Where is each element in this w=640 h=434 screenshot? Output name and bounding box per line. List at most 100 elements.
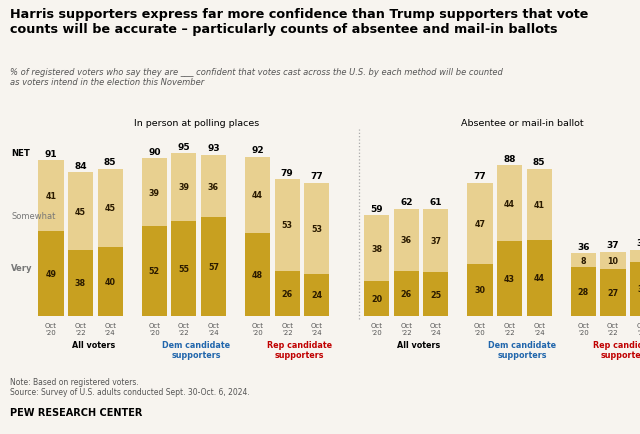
Bar (172, 221, 196, 316)
Text: Somewhat: Somewhat (12, 211, 56, 220)
Text: 48: 48 (252, 270, 263, 279)
Text: 85: 85 (104, 158, 116, 167)
Text: Harris supporters express far more confidence than Trump supporters that vote
co: Harris supporters express far more confi… (10, 8, 588, 36)
Text: Very: Very (12, 263, 33, 272)
Text: Oct
'24: Oct '24 (104, 322, 116, 335)
Bar (364, 216, 389, 281)
Text: Oct
'20: Oct '20 (577, 322, 589, 335)
Bar (527, 240, 552, 316)
Text: 53: 53 (311, 224, 323, 233)
Text: Oct
'20: Oct '20 (45, 322, 57, 335)
Text: 95: 95 (177, 142, 190, 151)
Text: 61: 61 (429, 197, 442, 207)
Text: 24: 24 (311, 291, 323, 300)
Text: 36: 36 (208, 182, 219, 191)
Text: 37: 37 (607, 240, 620, 250)
Bar (600, 270, 625, 316)
Text: 79: 79 (281, 168, 294, 177)
Text: 39: 39 (148, 188, 160, 197)
Text: 38: 38 (636, 239, 640, 248)
Text: All voters: All voters (72, 340, 115, 349)
Text: 45: 45 (105, 204, 116, 213)
Text: 77: 77 (474, 172, 486, 181)
Text: PEW RESEARCH CENTER: PEW RESEARCH CENTER (10, 407, 142, 417)
Text: 20: 20 (371, 294, 382, 303)
Text: 28: 28 (578, 287, 589, 296)
Text: 59: 59 (371, 204, 383, 214)
Bar (201, 156, 226, 218)
Bar (97, 169, 123, 247)
Text: Oct
'20: Oct '20 (252, 322, 264, 335)
Bar (97, 247, 123, 316)
Bar (201, 218, 226, 316)
Text: % of registered voters who say they are ___ confident that votes cast across the: % of registered voters who say they are … (10, 68, 503, 87)
Text: 55: 55 (179, 264, 189, 273)
Text: 31: 31 (637, 285, 640, 294)
Bar (467, 264, 493, 316)
Text: 40: 40 (105, 277, 116, 286)
Text: Oct
'22: Oct '22 (400, 322, 412, 335)
Text: Oct
'24: Oct '24 (430, 322, 442, 335)
Text: 36: 36 (577, 242, 589, 251)
Bar (423, 209, 449, 273)
Text: Oct
'22: Oct '22 (607, 322, 619, 335)
Text: 91: 91 (45, 149, 57, 158)
Bar (68, 250, 93, 316)
Text: 49: 49 (45, 269, 56, 278)
Bar (38, 231, 63, 316)
Bar (245, 233, 270, 316)
Bar (571, 268, 596, 316)
Text: 52: 52 (148, 266, 160, 276)
Bar (141, 159, 167, 226)
Bar (304, 275, 330, 316)
Text: 93: 93 (207, 144, 220, 153)
Text: 26: 26 (401, 289, 412, 298)
Text: Oct
'24: Oct '24 (311, 322, 323, 335)
Bar (275, 180, 300, 271)
Text: Oct
'20: Oct '20 (371, 322, 383, 335)
Text: Oct
'24: Oct '24 (637, 322, 640, 335)
Text: Oct
'22: Oct '22 (74, 322, 86, 335)
Text: 41: 41 (45, 192, 56, 201)
Text: In person at polling places: In person at polling places (134, 119, 259, 128)
Text: 57: 57 (208, 262, 219, 271)
Text: Rep candidate
supporters: Rep candidate supporters (593, 340, 640, 359)
Text: 44: 44 (252, 191, 263, 200)
Bar (423, 273, 449, 316)
Text: 62: 62 (400, 197, 413, 207)
Text: 43: 43 (504, 274, 515, 283)
Bar (304, 183, 330, 275)
Text: 90: 90 (148, 148, 161, 157)
Text: 45: 45 (75, 207, 86, 216)
Bar (497, 166, 522, 242)
Text: Oct
'20: Oct '20 (474, 322, 486, 335)
Bar (364, 281, 389, 316)
Text: 84: 84 (74, 161, 87, 170)
Text: Oct
'20: Oct '20 (148, 322, 160, 335)
Text: Oct
'22: Oct '22 (281, 322, 293, 335)
Text: 53: 53 (282, 221, 292, 230)
Text: All voters: All voters (397, 340, 440, 349)
Text: Dem candidate
supporters: Dem candidate supporters (488, 340, 556, 359)
Bar (630, 263, 640, 316)
Bar (527, 169, 552, 240)
Text: 44: 44 (534, 273, 545, 283)
Bar (68, 173, 93, 250)
Bar (275, 271, 300, 316)
Text: 92: 92 (252, 146, 264, 155)
Bar (394, 271, 419, 316)
Text: Oct
'22: Oct '22 (178, 322, 190, 335)
Text: NET: NET (12, 148, 30, 158)
Bar (38, 161, 63, 231)
Text: 8: 8 (580, 256, 586, 265)
Text: 77: 77 (310, 172, 323, 181)
Text: 44: 44 (504, 199, 515, 208)
Text: 41: 41 (534, 200, 545, 209)
Text: Rep candidate
supporters: Rep candidate supporters (268, 340, 332, 359)
Text: Note: Based on registered voters.
Source: Survey of U.S. adults conducted Sept. : Note: Based on registered voters. Source… (10, 377, 250, 397)
Bar (141, 226, 167, 316)
Text: Oct
'24: Oct '24 (533, 322, 545, 335)
Text: 26: 26 (282, 289, 292, 298)
Text: 25: 25 (430, 290, 442, 299)
Bar (245, 158, 270, 233)
